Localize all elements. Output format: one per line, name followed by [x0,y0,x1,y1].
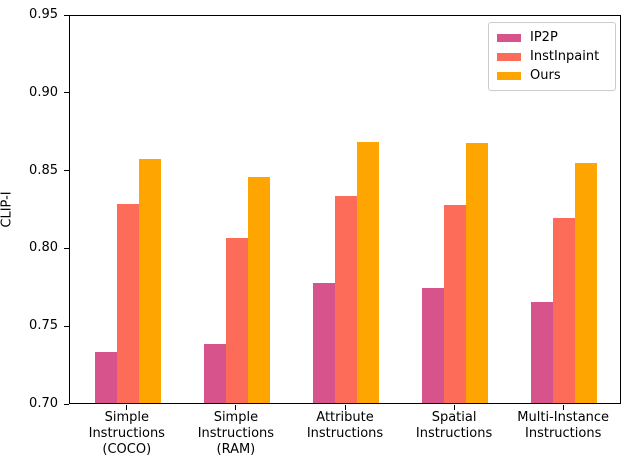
y-tick-label: 0.70 [29,396,58,411]
bar-instinpaint-category-4 [553,217,576,403]
y-tick-label: 0.75 [29,318,58,334]
x-tick-label-category-4: Multi-Instance Instructions [517,410,610,441]
y-tick-mark [64,170,69,172]
y-tick-label: 0.80 [29,240,58,256]
x-tick-label-category-3: Spatial Instructions [415,410,493,441]
x-tick-mark [562,405,564,410]
y-tick-mark [64,92,69,94]
legend-swatch-ours [497,71,521,80]
y-tick-mark [64,325,69,327]
x-tick-label-category-0: Simple Instructions (COCO) [88,410,165,457]
legend-swatch-instinpaint [497,52,521,61]
x-tick-mark [126,405,128,410]
y-tick-label: 0.90 [29,84,58,100]
bar-ours-category-4 [575,163,598,403]
y-tick-label: 0.85 [29,162,58,178]
legend-label-ip2p: IP2P [530,30,558,45]
y-tick-mark [64,14,69,16]
x-tick-label-category-2: Attribute Instructions [306,410,384,441]
bar-ours-category-0 [138,158,161,403]
bar-ours-category-1 [247,177,270,403]
legend-entry-ip2p: IP2P [497,28,607,47]
bar-ip2p-category-3 [422,287,445,403]
x-tick-mark [453,405,455,410]
legend-entry-ours: Ours [497,66,607,85]
legend-label-instinpaint: InstInpaint [530,49,600,64]
bar-ours-category-2 [357,141,379,403]
legend: IP2P InstInpaint Ours [488,22,616,91]
bar-ip2p-category-2 [313,283,335,403]
y-axis-label: CLIP-I [0,191,15,228]
x-tick-mark [344,405,346,410]
y-tick-mark [64,247,69,249]
bar-instinpaint-category-0 [116,203,139,403]
bar-ip2p-category-4 [531,301,554,403]
bar-instinpaint-category-1 [225,238,248,403]
legend-entry-instinpaint: InstInpaint [497,47,607,66]
legend-swatch-ip2p [497,33,521,42]
x-tick-label-category-1: Simple Instructions (RAM) [197,410,275,457]
y-tick-mark [64,403,69,405]
bar-ip2p-category-1 [203,343,226,403]
bar-ours-category-3 [466,143,489,403]
y-tick-label: 0.95 [29,7,58,22]
bar-instinpaint-category-2 [335,196,357,403]
x-tick-mark [235,405,237,410]
bar-instinpaint-category-3 [444,205,467,403]
bar-ip2p-category-0 [94,351,117,403]
legend-label-ours: Ours [530,68,561,83]
